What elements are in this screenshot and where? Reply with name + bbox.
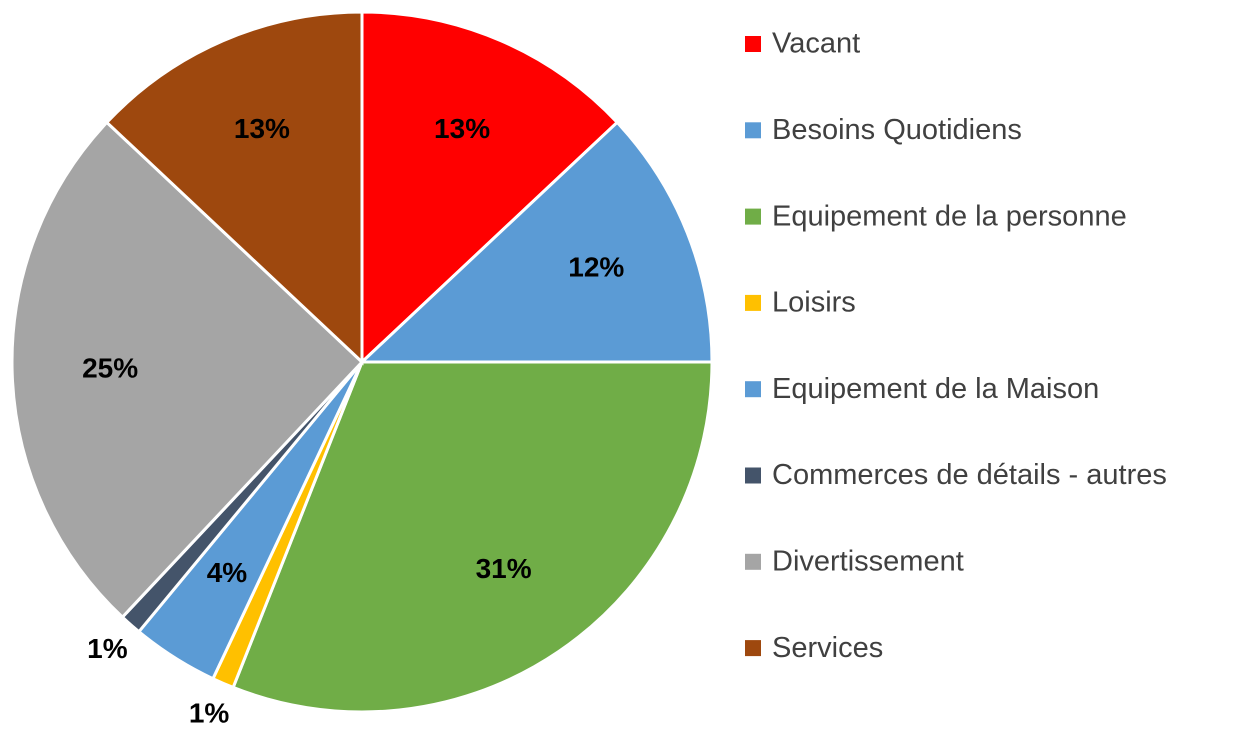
legend-label: Loisirs bbox=[772, 287, 856, 319]
data-label: 12% bbox=[568, 252, 624, 283]
legend-swatch bbox=[745, 640, 761, 657]
legend-label: Services bbox=[772, 632, 883, 664]
pie-slice bbox=[358, 120, 714, 364]
legend-swatch bbox=[745, 36, 761, 52]
legend-swatch bbox=[745, 381, 761, 398]
legend-label: Commerces de détails - autres bbox=[772, 459, 1167, 491]
data-label: 1% bbox=[189, 698, 230, 729]
data-label: 13% bbox=[234, 113, 290, 144]
data-label: 25% bbox=[82, 352, 138, 383]
legend-swatch bbox=[745, 208, 761, 225]
pie-slice bbox=[231, 360, 714, 714]
pie-slice bbox=[10, 120, 365, 620]
legend-label: Divertissement bbox=[772, 545, 964, 577]
data-label: 1% bbox=[87, 633, 128, 664]
legend-swatch bbox=[745, 294, 761, 311]
legend-swatch bbox=[745, 122, 761, 139]
legend-label: Vacant bbox=[772, 28, 860, 60]
pie-slice bbox=[104, 10, 364, 366]
legend-label: Equipement de la Maison bbox=[772, 373, 1099, 405]
data-label: 31% bbox=[476, 553, 532, 584]
legend-swatch bbox=[745, 553, 761, 570]
legend-label: Equipement de la personne bbox=[772, 200, 1127, 232]
data-label: 13% bbox=[434, 113, 490, 144]
data-label: 4% bbox=[207, 557, 248, 588]
legend-label: Besoins Quotidiens bbox=[772, 114, 1022, 146]
legend-swatch bbox=[745, 467, 761, 484]
pie-slice bbox=[360, 10, 620, 366]
